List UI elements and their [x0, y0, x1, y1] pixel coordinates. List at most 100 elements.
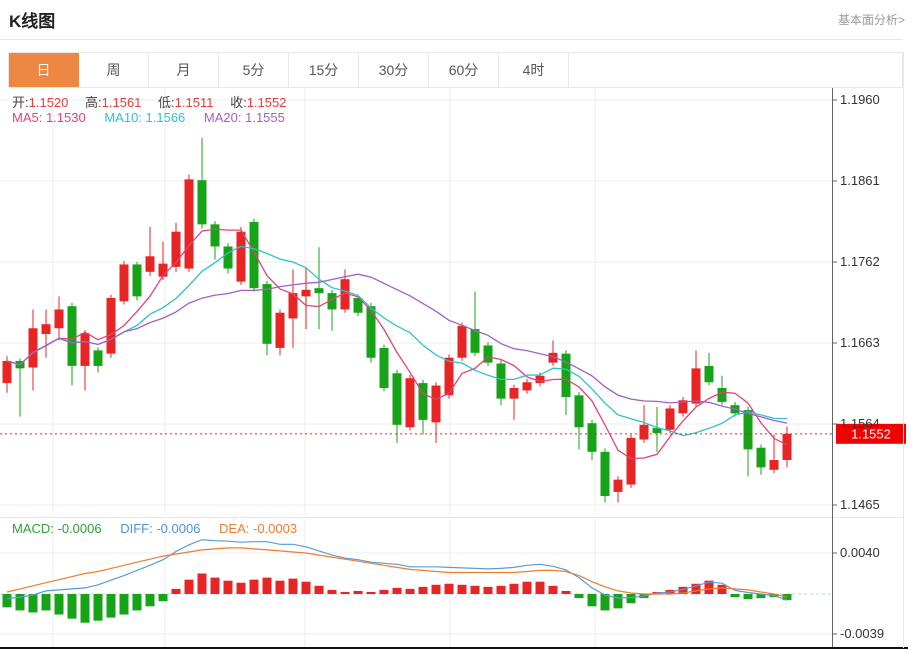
macd-bar [249, 579, 259, 595]
tab-week[interactable]: 周 [79, 53, 149, 87]
macd-tick-label: -0.0039 [840, 626, 884, 641]
candle-body [210, 224, 220, 247]
candle-body [418, 383, 428, 420]
macd-bar [483, 586, 493, 595]
candle-body [561, 353, 571, 397]
macd-bar [80, 594, 90, 623]
macd-bar [314, 585, 324, 595]
candle-body [496, 363, 506, 399]
tab-60min[interactable]: 60分 [429, 53, 499, 87]
candle-body [158, 263, 168, 277]
header-divider [0, 39, 903, 40]
macd-bar [691, 583, 701, 595]
candle-body [665, 408, 675, 430]
candle-body [28, 328, 38, 368]
candle-body [678, 400, 688, 414]
ma20-line [6, 273, 788, 424]
macd-bar [431, 584, 441, 595]
macd-bar [15, 594, 25, 611]
macd-bar [379, 589, 389, 595]
tab-4hour[interactable]: 4时 [499, 53, 569, 87]
page-title: K线图 [9, 12, 56, 31]
candle-body [600, 451, 610, 496]
candle-body [119, 264, 129, 302]
macd-bar [678, 586, 688, 595]
price-tick-label: 1.1960 [840, 92, 880, 107]
candle-body [145, 256, 155, 272]
candle-body [106, 298, 116, 354]
candle-body [548, 352, 558, 363]
macd-bar [28, 594, 38, 613]
macd-bar [132, 594, 142, 611]
candle-body [67, 306, 77, 366]
candle-body [249, 221, 259, 289]
interval-tab-bar: 日周月 5分 15分 30分 60分 4时 [8, 52, 903, 88]
tab-30min[interactable]: 30分 [359, 53, 429, 87]
candle-body [353, 298, 363, 313]
price-tick-label: 1.1861 [840, 173, 880, 188]
macd-bar [366, 591, 376, 595]
macd-bar [418, 586, 428, 595]
candle-body [223, 246, 233, 269]
candle-body [522, 382, 532, 391]
candle-body [93, 350, 103, 366]
candle-body [2, 361, 12, 384]
candle-body [509, 388, 519, 399]
candle-body [340, 279, 350, 310]
macd-bar [158, 594, 168, 602]
candle-body [171, 231, 181, 267]
candle-body [444, 357, 454, 396]
candle-body [41, 324, 51, 334]
candle-body [54, 309, 64, 329]
price-tick-label: 1.1762 [840, 254, 880, 269]
candle-body [587, 423, 597, 452]
candle-body [613, 479, 623, 492]
macd-bar [405, 588, 415, 595]
tab-day[interactable]: 日 [9, 53, 79, 87]
candle-body [470, 329, 480, 353]
macd-bar [93, 594, 103, 621]
tab-15min[interactable]: 15分 [289, 53, 359, 87]
macd-bar [470, 585, 480, 595]
diff-line [6, 539, 788, 601]
macd-bar [704, 580, 714, 595]
macd-bar [184, 579, 194, 595]
macd-bar [392, 587, 402, 595]
fundamental-analysis-link[interactable]: 基本面分析> [837, 13, 905, 27]
macd-bar [2, 594, 12, 608]
macd-bar [522, 581, 532, 595]
tab-5min[interactable]: 5分 [219, 53, 289, 87]
macd-bar [626, 594, 636, 604]
macd-bar [743, 594, 753, 600]
candle-body [379, 347, 389, 388]
macd-bar [262, 577, 272, 595]
macd-bar [600, 594, 610, 611]
candle-body [704, 365, 714, 383]
candle-body [782, 433, 792, 460]
candle-body [652, 428, 662, 433]
candle-body [80, 333, 90, 366]
macd-bar [327, 589, 337, 595]
price-tick-label: 1.1663 [840, 335, 880, 350]
candle-body [236, 231, 246, 282]
macd-bar [301, 581, 311, 595]
macd-bar [145, 594, 155, 607]
macd-bar [717, 584, 727, 595]
candle-body [327, 293, 337, 310]
candle-body [184, 179, 194, 269]
candle-body [626, 437, 636, 485]
macd-bar [457, 584, 467, 595]
macd-tick-label: 0.0040 [840, 545, 880, 560]
macd-bar [236, 582, 246, 595]
candle-body [392, 373, 402, 425]
tab-month[interactable]: 月 [149, 53, 219, 87]
macd-bar [223, 580, 233, 595]
macd-bar [353, 590, 363, 595]
macd-bar [41, 594, 51, 611]
macd-bar [756, 594, 766, 599]
macd-bar [574, 594, 584, 599]
macd-bar [496, 585, 506, 595]
candle-body [743, 410, 753, 450]
